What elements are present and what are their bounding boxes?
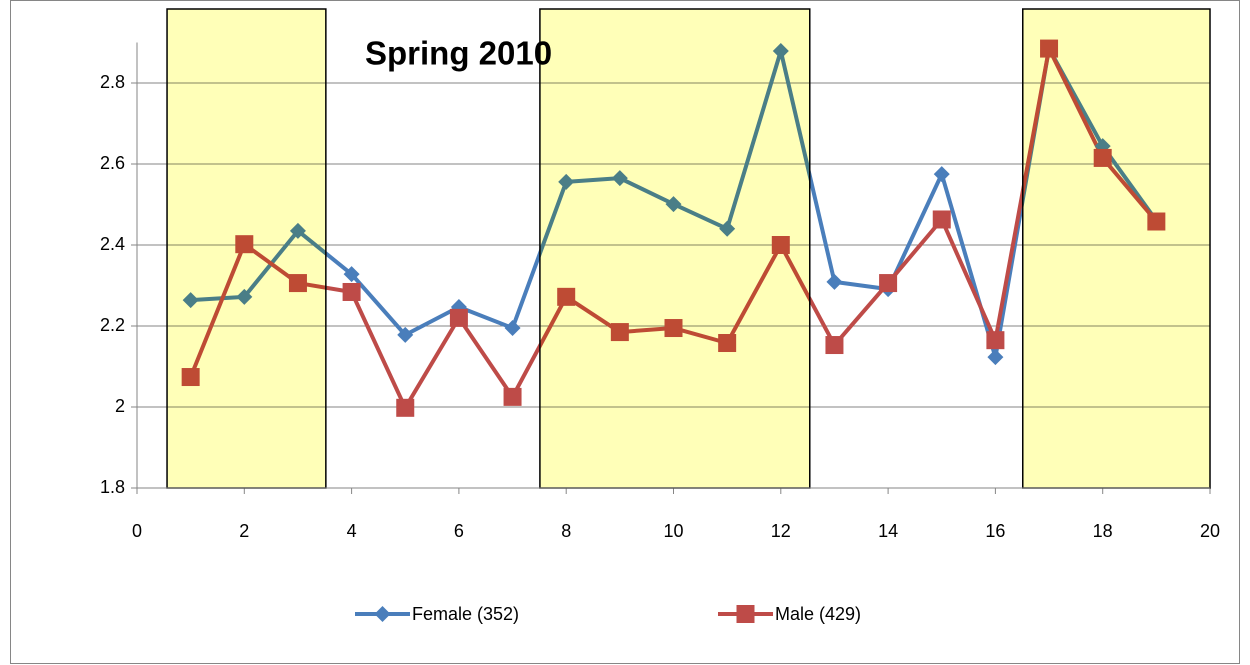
marker xyxy=(879,274,898,293)
highlight-range xyxy=(166,8,327,489)
chart-title: Spring 2010 xyxy=(365,35,552,72)
marker xyxy=(396,398,415,417)
x-tick-label: 12 xyxy=(771,521,791,541)
y-tick-label: 2.4 xyxy=(100,234,125,254)
marker xyxy=(449,308,468,327)
y-tick-label: 1.8 xyxy=(100,477,125,497)
x-tick-label: 6 xyxy=(454,521,464,541)
marker xyxy=(503,387,522,406)
marker xyxy=(397,326,414,343)
x-tick-label: 20 xyxy=(1200,521,1220,541)
marker xyxy=(343,266,360,283)
x-tick-label: 4 xyxy=(347,521,357,541)
marker xyxy=(987,349,1004,366)
marker xyxy=(825,336,844,355)
marker xyxy=(342,282,361,301)
y-tick-label: 2.6 xyxy=(100,153,125,173)
legend-label: Female (352) xyxy=(412,604,519,624)
x-tick-label: 2 xyxy=(239,521,249,541)
x-tick-label: 8 xyxy=(561,521,571,541)
y-tick-label: 2 xyxy=(115,396,125,416)
highlight-range xyxy=(1022,8,1211,489)
x-tick-label: 14 xyxy=(878,521,898,541)
x-tick-label: 10 xyxy=(663,521,683,541)
x-tick-label: 18 xyxy=(1093,521,1113,541)
marker xyxy=(986,331,1005,350)
marker xyxy=(933,166,950,183)
x-tick-label: 0 xyxy=(132,521,142,541)
y-tick-label: 2.2 xyxy=(100,315,125,335)
marker xyxy=(932,210,951,229)
legend-marker xyxy=(736,605,755,623)
legend-marker xyxy=(374,606,391,622)
legend-label: Male (429) xyxy=(775,604,861,624)
x-tick-label: 16 xyxy=(985,521,1005,541)
highlight-range xyxy=(539,8,811,489)
marker xyxy=(826,273,843,290)
y-tick-label: 2.8 xyxy=(100,72,125,92)
marker xyxy=(504,320,521,337)
